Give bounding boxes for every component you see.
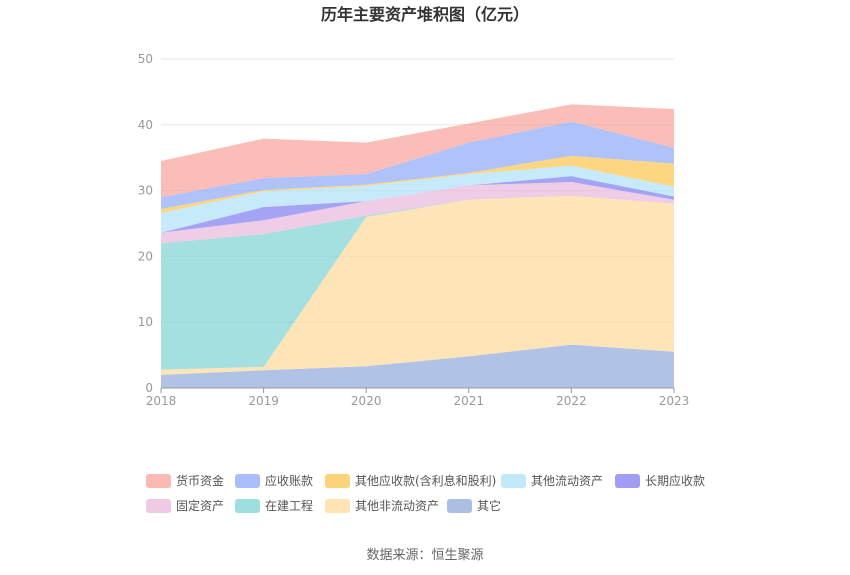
- legend-label: 其他流动资产: [531, 474, 603, 488]
- legend-label: 固定资产: [176, 498, 224, 513]
- legend-swatch: [235, 474, 260, 488]
- legend-label: 其他非流动资产: [355, 499, 439, 513]
- x-tick-label: 2020: [351, 394, 382, 408]
- area-series-0: [161, 344, 674, 388]
- y-tick-label: 50: [138, 52, 153, 66]
- legend-label: 其他应收款(含利息和股利): [355, 473, 496, 488]
- area-series-3: [161, 182, 674, 244]
- legend-label: 其它: [477, 498, 501, 513]
- legend-swatch: [235, 499, 260, 513]
- source-text: 数据来源：恒生聚源: [366, 548, 483, 563]
- area-series-8: [161, 104, 674, 198]
- x-tick-label: 2019: [248, 394, 279, 408]
- area-series-6: [161, 155, 674, 213]
- y-tick-label: 20: [138, 249, 153, 263]
- x-tick-label: 2021: [454, 394, 485, 408]
- legend-swatch: [615, 474, 640, 488]
- legend-swatch: [325, 474, 350, 488]
- chart-title: 历年主要资产堆积图（亿元）: [321, 5, 529, 24]
- area-series-2: [161, 195, 674, 370]
- x-tick-label: 2023: [659, 394, 690, 408]
- y-tick-label: 40: [138, 118, 153, 132]
- legend-swatch: [325, 499, 350, 513]
- axes: 0 10 20 30 40 50 2018 2019 2020 2021 2022 2023: [138, 52, 690, 408]
- y-tick-label: 30: [138, 184, 153, 198]
- series-areas: [161, 104, 674, 388]
- legend-swatch: [146, 499, 171, 513]
- y-tick-label: 0: [145, 381, 153, 395]
- area-series-1: [161, 195, 674, 375]
- legend-swatch: [501, 474, 526, 488]
- legend-label: 应收账款: [265, 473, 313, 488]
- x-tick-label: 2018: [146, 394, 177, 408]
- legend-label: 在建工程: [265, 498, 313, 513]
- legend-swatch: [146, 474, 171, 488]
- y-tick-label: 10: [138, 315, 153, 329]
- x-tick-label: 2022: [556, 394, 587, 408]
- area-series-7: [161, 121, 674, 210]
- area-series-5: [161, 165, 674, 233]
- legend-swatch: [447, 499, 472, 513]
- legend-label: 长期应收款: [645, 473, 705, 488]
- legend-label: 货币资金: [176, 473, 224, 488]
